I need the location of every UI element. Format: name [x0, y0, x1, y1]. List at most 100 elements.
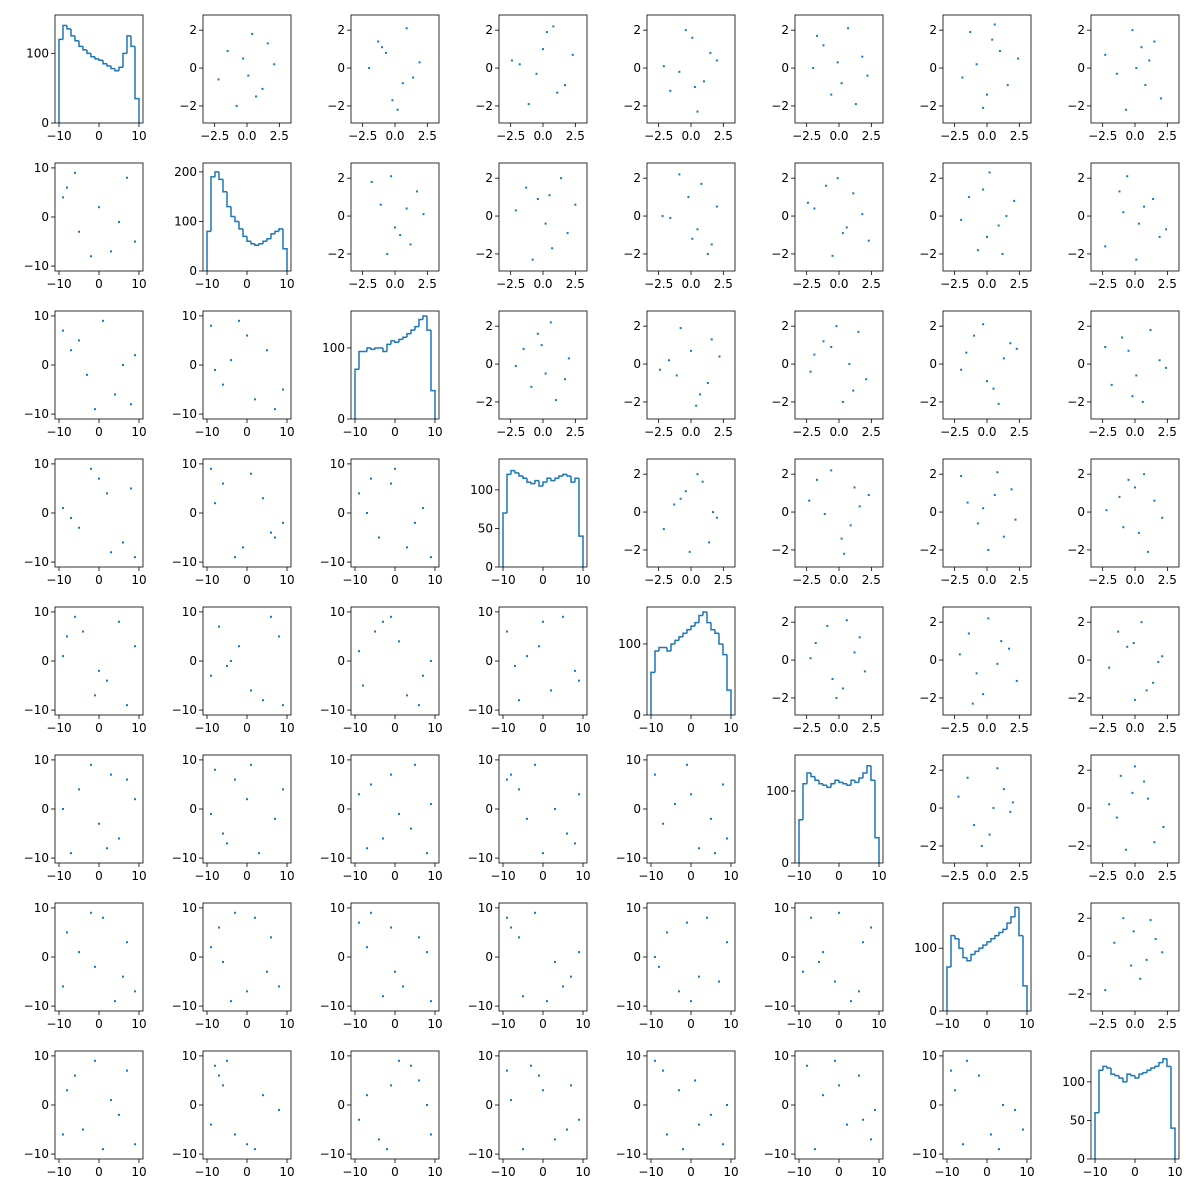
- y-tick-label: 0: [485, 61, 493, 75]
- point: [564, 378, 566, 381]
- point: [687, 196, 690, 199]
- x-tick-label: 0.0: [681, 129, 700, 143]
- hist-step: [678, 636, 683, 641]
- x-tick-label: 0: [243, 721, 251, 735]
- x-tick-label: 0: [95, 1017, 103, 1031]
- x-tick-label: 0.0: [385, 129, 404, 143]
- point: [1001, 252, 1004, 255]
- hist-step: [798, 819, 803, 863]
- y-tick-label: −10: [172, 555, 197, 569]
- point: [102, 916, 104, 919]
- point: [694, 1079, 696, 1082]
- point: [548, 194, 551, 197]
- point: [390, 773, 392, 776]
- x-tick-label: 0: [835, 869, 843, 883]
- subplot: −10 0 10 −10 0 10: [172, 309, 295, 439]
- axes-frame: [54, 458, 144, 568]
- y-tick-label: −10: [172, 999, 197, 1013]
- x-tick-label: −10: [490, 573, 515, 587]
- y-tick-label: 50: [1070, 1113, 1085, 1127]
- x-tick-label: 10: [575, 721, 590, 735]
- x-tick-label: 0: [243, 425, 251, 439]
- subplot: −10 0 10 −10 0 10: [320, 753, 443, 883]
- hist-step: [102, 60, 107, 65]
- point: [270, 531, 272, 534]
- point: [554, 808, 556, 810]
- x-tick-label: 0: [243, 1017, 251, 1031]
- point: [90, 911, 92, 914]
- point: [1010, 488, 1013, 491]
- hist-step: [690, 625, 695, 630]
- point: [399, 234, 402, 236]
- point: [1131, 29, 1134, 32]
- x-tick-label: −2.5: [940, 277, 969, 291]
- point: [246, 334, 248, 337]
- point: [210, 946, 212, 949]
- point: [70, 349, 72, 352]
- x-tick-label: −2.5: [496, 425, 525, 439]
- point: [518, 936, 520, 939]
- y-tick-label: 0: [781, 505, 789, 519]
- hist-step: [814, 776, 819, 781]
- y-tick-label: 0: [633, 950, 641, 964]
- point: [247, 74, 250, 77]
- point: [218, 926, 220, 929]
- hist-step: [834, 779, 839, 784]
- point: [234, 778, 236, 781]
- x-tick-label: 2.5: [862, 129, 881, 143]
- point: [368, 67, 371, 70]
- hist-step: [870, 765, 875, 781]
- x-tick-label: −10: [46, 277, 71, 291]
- x-tick-label: −10: [194, 721, 219, 735]
- x-tick-label: 0: [687, 721, 695, 735]
- x-tick-label: 0.0: [977, 129, 996, 143]
- hist-step: [82, 46, 87, 51]
- x-tick-label: 2.5: [1010, 425, 1029, 439]
- y-tick-label: −2: [475, 395, 493, 409]
- x-tick-label: 2.5: [566, 129, 585, 143]
- hist-step: [1118, 1075, 1123, 1079]
- point: [867, 494, 870, 496]
- point: [854, 103, 857, 106]
- point: [542, 852, 544, 855]
- hist-step: [658, 646, 663, 652]
- x-tick-label: 2.5: [566, 277, 585, 291]
- point: [82, 1128, 84, 1131]
- y-tick-label: 0: [41, 116, 49, 130]
- hist-step: [226, 191, 231, 208]
- point: [696, 473, 699, 476]
- point: [246, 798, 248, 801]
- point: [426, 1104, 428, 1106]
- point: [535, 72, 538, 75]
- point: [562, 985, 564, 988]
- point: [222, 960, 224, 963]
- point: [1104, 346, 1107, 348]
- hist-step: [414, 325, 419, 331]
- y-tick-label: 0: [189, 950, 197, 964]
- hist-step: [130, 35, 135, 48]
- y-tick-label: 2: [781, 467, 789, 481]
- point: [234, 1133, 236, 1136]
- y-tick-label: 10: [182, 753, 197, 767]
- hist-step: [110, 65, 115, 70]
- axes-frame: [942, 1050, 1032, 1160]
- point: [988, 833, 991, 836]
- point: [1118, 190, 1121, 193]
- point: [410, 1064, 412, 1067]
- point: [654, 956, 656, 958]
- hist-step: [522, 475, 527, 480]
- x-tick-label: 0.0: [829, 721, 848, 735]
- point: [78, 788, 80, 791]
- point: [710, 338, 713, 341]
- y-tick-label: 10: [182, 1049, 197, 1063]
- x-tick-label: 0.0: [1125, 277, 1144, 291]
- point: [66, 635, 68, 638]
- point: [62, 196, 64, 199]
- point: [1002, 535, 1005, 538]
- point: [549, 321, 552, 324]
- y-tick-label: 0: [41, 654, 49, 668]
- point: [1165, 228, 1168, 231]
- point: [126, 704, 128, 707]
- point: [126, 941, 128, 944]
